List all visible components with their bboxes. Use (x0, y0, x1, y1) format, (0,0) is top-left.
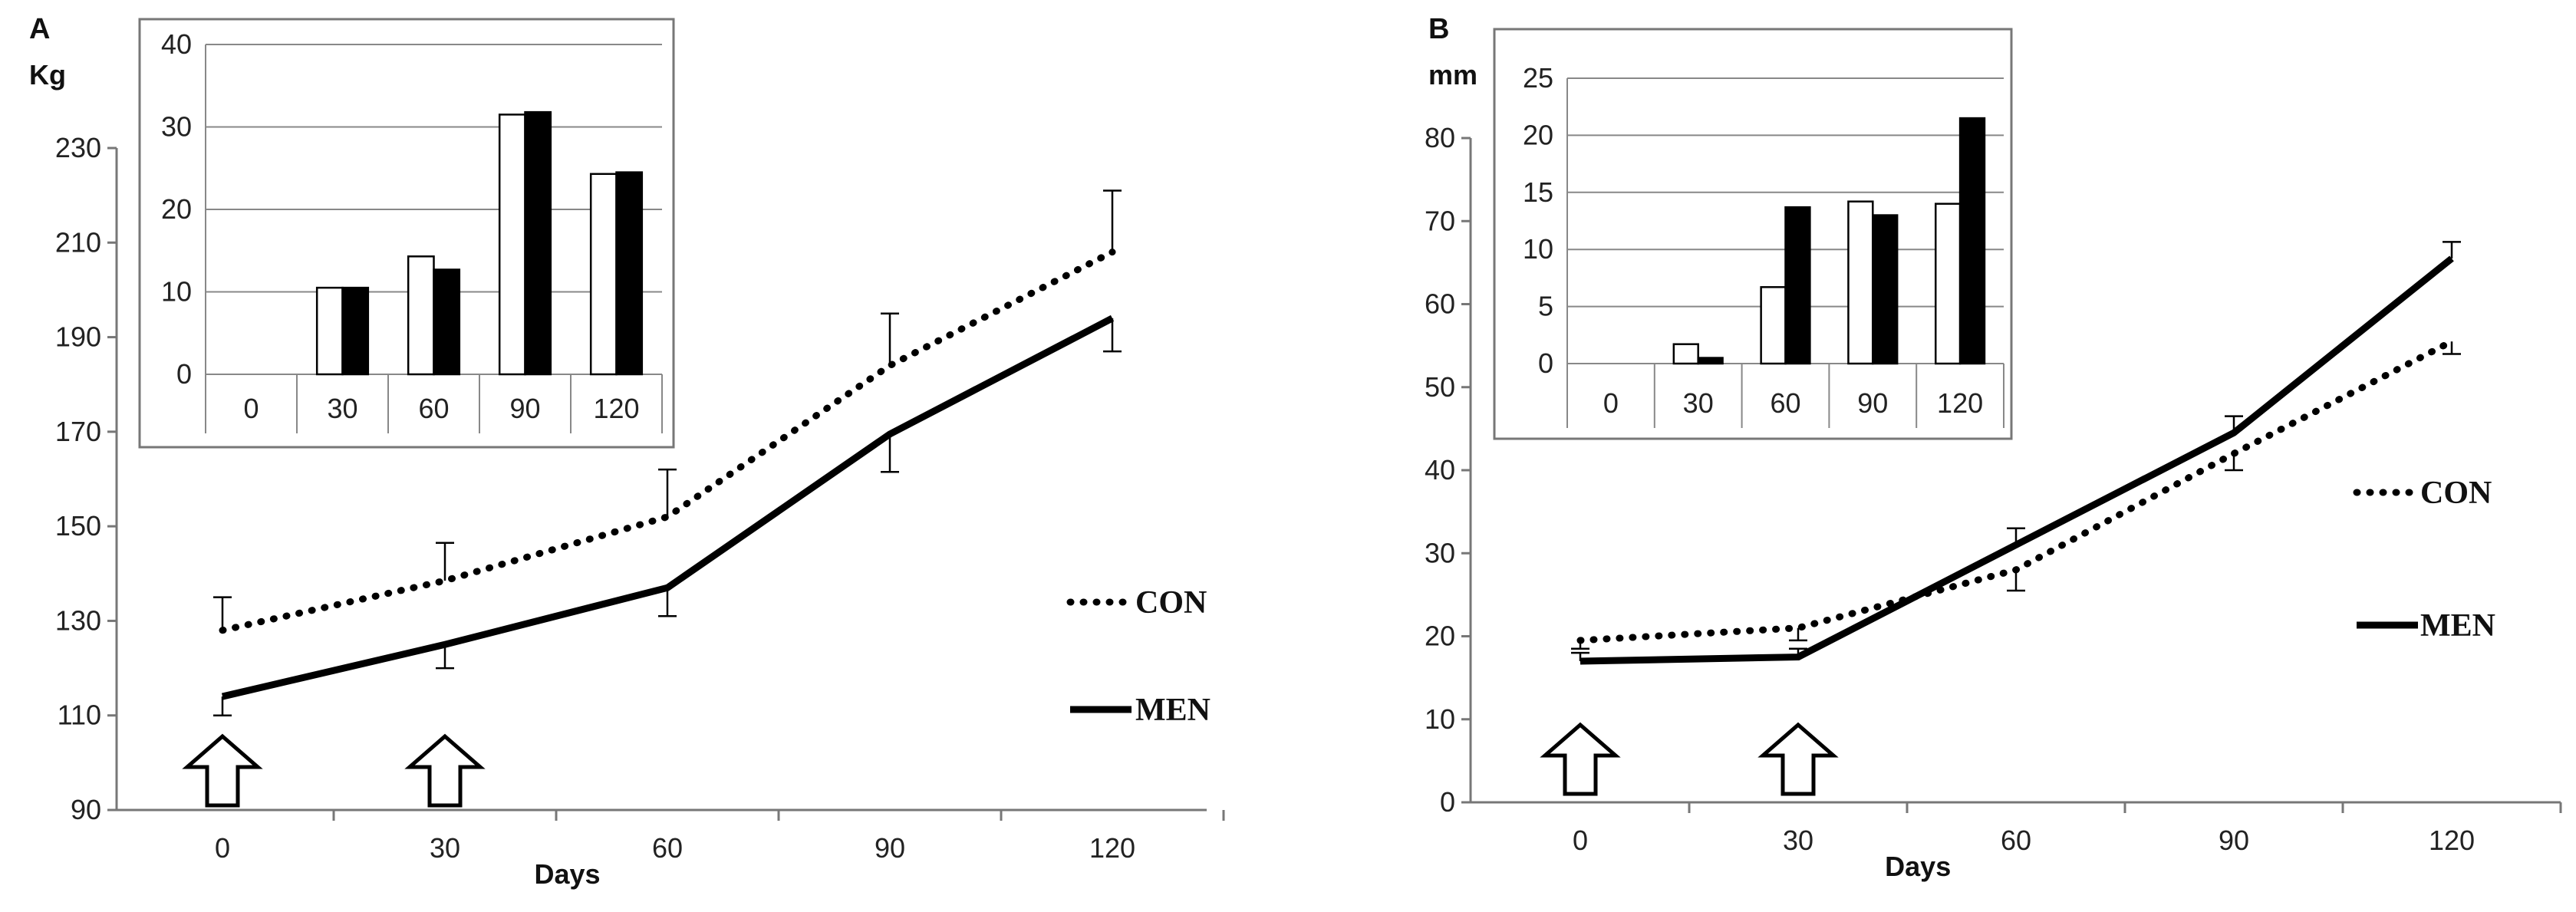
panel-a-inset-x-tick-label: 60 (418, 393, 449, 424)
panel-b-legend-men-label: MEN (2420, 608, 2495, 644)
panel-b-inset-x-tick-label: 30 (1683, 387, 1714, 419)
panel-a-x-tick-label: 120 (1089, 832, 1135, 864)
panel-b-x-tick-label: 90 (2219, 825, 2249, 856)
panel-b-x-axis-title: Days (1885, 851, 1951, 882)
panel-b-inset-bar-con (1847, 200, 1874, 365)
panel-b-inset-bar-men (1784, 206, 1811, 365)
panel-a-inset-bar-con (407, 255, 435, 376)
panel-a-inset-y-tick-label: 20 (161, 193, 192, 225)
panel-b-inset-bar-con (1760, 286, 1787, 365)
panel-a-inset-y-tick-label: 0 (176, 358, 192, 390)
panel-b-inset-y-tick-label: 20 (1523, 119, 1553, 150)
panel-b-x-tick-label: 120 (2429, 825, 2475, 856)
panel-a-y-tick-label: 110 (58, 700, 101, 731)
panel-a-inset-y-tick-label: 10 (161, 276, 192, 308)
panel-a-inset-bar-con (498, 114, 526, 376)
panel-a-inset-bar-con (589, 173, 618, 376)
panel-a-unit-label: Kg (29, 59, 66, 91)
panel-b-y-tick-label: 0 (1440, 786, 1455, 818)
panel-a-inset-x-tick-label: 120 (593, 393, 639, 424)
panel-a-legend-men-label: MEN (1135, 693, 1211, 728)
panel-b-inset-y-tick-label: 10 (1523, 233, 1553, 265)
panel-b-x-tick-label: 0 (1573, 825, 1588, 856)
panel-a-inset-bar-men (341, 286, 370, 376)
panel-b-inset-y-tick-label: 0 (1538, 347, 1553, 379)
panel-a-arrow-0 (182, 733, 263, 808)
panel-b-inset-bar-men (1872, 214, 1899, 365)
panel-b-y-tick-label: 10 (1425, 703, 1455, 735)
panel-a-x-tick-label: 90 (875, 832, 905, 864)
panel-a-x-tick-label: 0 (215, 832, 230, 864)
panel-a: A Kg 90 110 130 150 170 190 210 230 0 30 60 90 120 Days… (29, 13, 1225, 890)
panel-b-inset-frame (1493, 28, 2013, 440)
panel-b-inset-bar-con (1934, 202, 1962, 365)
panel-b-inset-x-tick-label: 0 (1603, 387, 1619, 419)
panel-a-inset-x-tick-label: 30 (327, 393, 357, 424)
panel-b-inset-y-tick-label: 15 (1523, 176, 1553, 208)
panel-b-inset-bar-con (1672, 343, 1699, 365)
panel-a-y-tick-label: 130 (55, 604, 101, 636)
panel-a-x-tick-label: 60 (652, 832, 683, 864)
panel-b-y-tick-label: 80 (1425, 122, 1455, 153)
panel-b-inset: 0 5 10 15 20 25 0 30 60 90 120 (1493, 28, 2013, 440)
panel-b-inset-x-tick-label: 60 (1770, 387, 1800, 419)
panel-b-unit-label: mm (1428, 59, 1477, 91)
panel-b-inset-x-tick-label: 90 (1857, 387, 1888, 419)
panel-b-inset-bar-men (1958, 117, 1986, 365)
panel-b-arrow-1 (1757, 722, 1839, 796)
panel-a-inset-y-tick-label: 40 (161, 28, 192, 60)
panel-b-y-tick-label: 60 (1425, 288, 1455, 320)
panel-b-y-tick-label: 70 (1425, 205, 1455, 236)
panel-a-inset-x-tick-label: 0 (243, 393, 259, 424)
panel-a-legend-con-label: CON (1135, 585, 1207, 621)
panel-a-x-tick-label: 30 (430, 832, 460, 864)
panel-a-y-tick-label: 90 (71, 794, 101, 825)
panel-a-inset-bar-men (524, 110, 552, 376)
panel-a-inset-frame (138, 18, 675, 449)
panel-b-x-tick-label: 30 (1783, 825, 1813, 856)
panel-b-x-tick-label: 60 (2001, 825, 2031, 856)
panel-b-arrow-0 (1540, 722, 1621, 796)
panel-a-inset-x-tick-label: 90 (509, 393, 540, 424)
panel-a-arrow-1 (404, 733, 486, 808)
panel-b-legend-con-label: CON (2420, 476, 2492, 511)
panel-b-y-tick-label: 20 (1425, 621, 1455, 652)
panel-a-y-tick-label: 210 (55, 226, 101, 258)
panel-a-x-axis-title: Days (534, 858, 600, 890)
panel-a-inset: 0 10 20 30 40 0 30 60 90 120 (138, 18, 675, 449)
panel-b-inset-y-tick-label: 5 (1538, 291, 1553, 322)
panel-a-inset-y-tick-label: 30 (161, 111, 192, 143)
panel-b-inset-bar-men (1697, 357, 1724, 365)
panel-a-inset-bar-con (315, 286, 344, 376)
panel-b-inset-x-tick-label: 120 (1937, 387, 1983, 419)
panel-b-inset-y-tick-label: 25 (1523, 62, 1553, 94)
panel-b-y-tick-label: 40 (1425, 454, 1455, 486)
panel-b-y-tick-label: 30 (1425, 537, 1455, 568)
panel-a-y-tick-label: 230 (55, 132, 101, 163)
panel-a-y-tick-label: 170 (55, 416, 101, 447)
panel-b-letter: B (1428, 13, 1449, 45)
panel-a-letter: A (29, 13, 50, 45)
panel-a-inset-bar-men (615, 171, 644, 376)
panel-a-inset-bar-men (433, 268, 461, 376)
panel-b-y-tick-label: 50 (1425, 371, 1455, 403)
panel-a-y-tick-label: 150 (55, 510, 101, 542)
panel-a-y-tick-label: 190 (55, 321, 101, 353)
